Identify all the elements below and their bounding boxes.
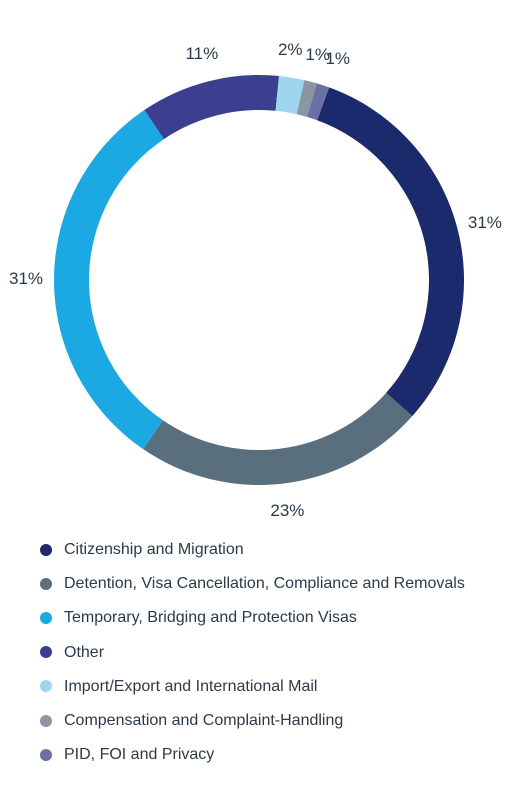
legend-dot-icon <box>40 646 52 658</box>
legend-dot-icon <box>40 749 52 761</box>
legend-label: PID, FOI and Privacy <box>64 745 214 764</box>
pct-label: 31% <box>468 213 502 233</box>
legend-item: PID, FOI and Privacy <box>40 745 500 764</box>
legend-item: Temporary, Bridging and Protection Visas <box>40 608 500 627</box>
legend-item: Import/Export and International Mail <box>40 677 500 696</box>
legend-dot-icon <box>40 544 52 556</box>
legend-label: Compensation and Complaint-Handling <box>64 711 343 730</box>
donut-slice <box>54 110 164 449</box>
legend-item: Detention, Visa Cancellation, Compliance… <box>40 574 500 593</box>
legend-dot-icon <box>40 612 52 624</box>
legend-label: Temporary, Bridging and Protection Visas <box>64 608 357 627</box>
pct-label: 31% <box>9 269 43 289</box>
donut-slice <box>143 393 412 485</box>
donut-slice <box>317 87 464 416</box>
pct-label: 1% <box>325 49 350 69</box>
donut-chart: 31%23%31%11%2%1%1% <box>0 0 518 540</box>
legend-label: Import/Export and International Mail <box>64 677 317 696</box>
pct-label: 23% <box>270 501 304 521</box>
pct-label: 2% <box>278 40 303 60</box>
legend-item: Citizenship and Migration <box>40 540 500 559</box>
legend: Citizenship and Migration Detention, Visa… <box>0 540 518 764</box>
legend-label: Other <box>64 643 104 662</box>
legend-dot-icon <box>40 578 52 590</box>
legend-item: Other <box>40 643 500 662</box>
legend-label: Detention, Visa Cancellation, Compliance… <box>64 574 465 593</box>
legend-label: Citizenship and Migration <box>64 540 244 559</box>
legend-dot-icon <box>40 715 52 727</box>
legend-item: Compensation and Complaint-Handling <box>40 711 500 730</box>
pct-label: 11% <box>185 44 218 64</box>
donut-svg <box>0 0 518 540</box>
legend-dot-icon <box>40 680 52 692</box>
donut-slice <box>144 75 279 139</box>
